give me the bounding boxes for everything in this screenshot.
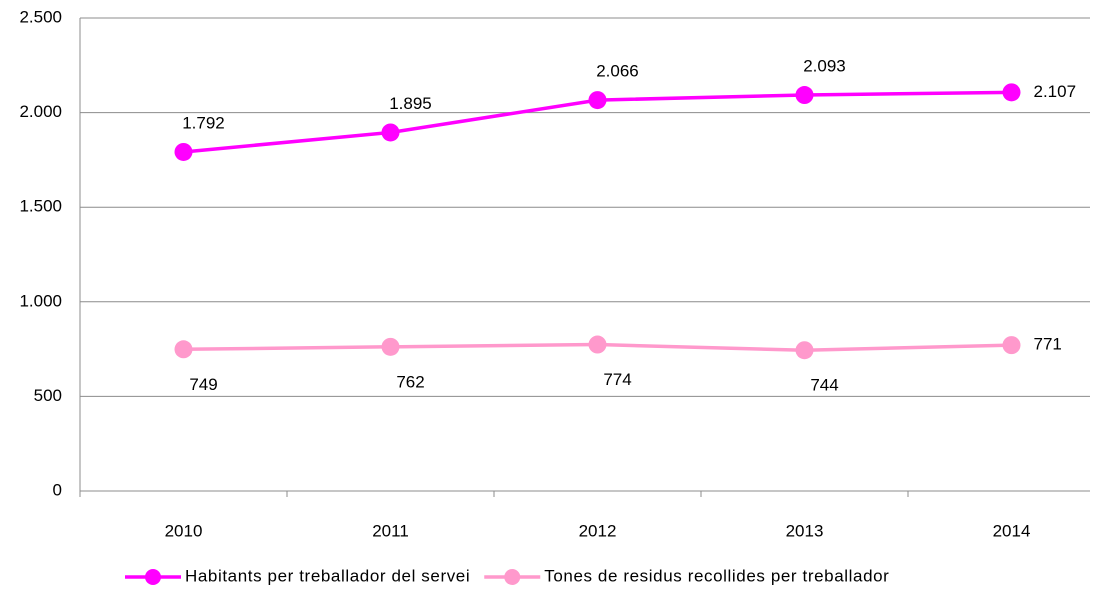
data-point: [174, 142, 193, 161]
data-label: 744: [810, 376, 838, 395]
data-point: [588, 335, 607, 354]
data-label: 762: [396, 372, 424, 391]
x-tick-label: 2013: [786, 521, 824, 540]
data-label: 2.066: [596, 62, 639, 81]
data-label: 2.107: [1034, 82, 1077, 101]
y-tick-label: 1.500: [19, 197, 62, 216]
data-point: [588, 91, 607, 110]
x-tick-label: 2014: [993, 521, 1031, 540]
legend-marker: [145, 569, 161, 585]
x-tick-label: 2011: [372, 521, 409, 540]
x-tick-label: 2012: [579, 521, 617, 540]
data-label: 771: [1034, 335, 1062, 354]
legend-marker: [504, 569, 521, 585]
data-point: [1002, 83, 1021, 102]
data-label: 774: [603, 370, 631, 389]
legend-label: Tones de residus recollides per treballa…: [544, 566, 889, 585]
y-tick-label: 0: [53, 480, 62, 499]
data-point: [1002, 336, 1021, 355]
x-tick-label: 2010: [165, 521, 203, 540]
data-point: [795, 86, 814, 105]
data-label: 2.093: [803, 56, 846, 75]
data-point: [381, 123, 400, 142]
y-tick-label: 500: [34, 386, 62, 405]
legend-label: Habitants per treballador del servei: [185, 566, 470, 585]
data-point: [381, 337, 400, 356]
data-label: 749: [189, 375, 217, 394]
y-tick-label: 2.500: [19, 7, 62, 26]
data-label: 1.792: [182, 113, 225, 132]
y-tick-label: 2.000: [19, 102, 62, 121]
data-point: [795, 341, 814, 360]
y-tick-label: 1.000: [19, 291, 62, 310]
data-label: 1.895: [389, 94, 432, 113]
data-point: [174, 340, 193, 359]
